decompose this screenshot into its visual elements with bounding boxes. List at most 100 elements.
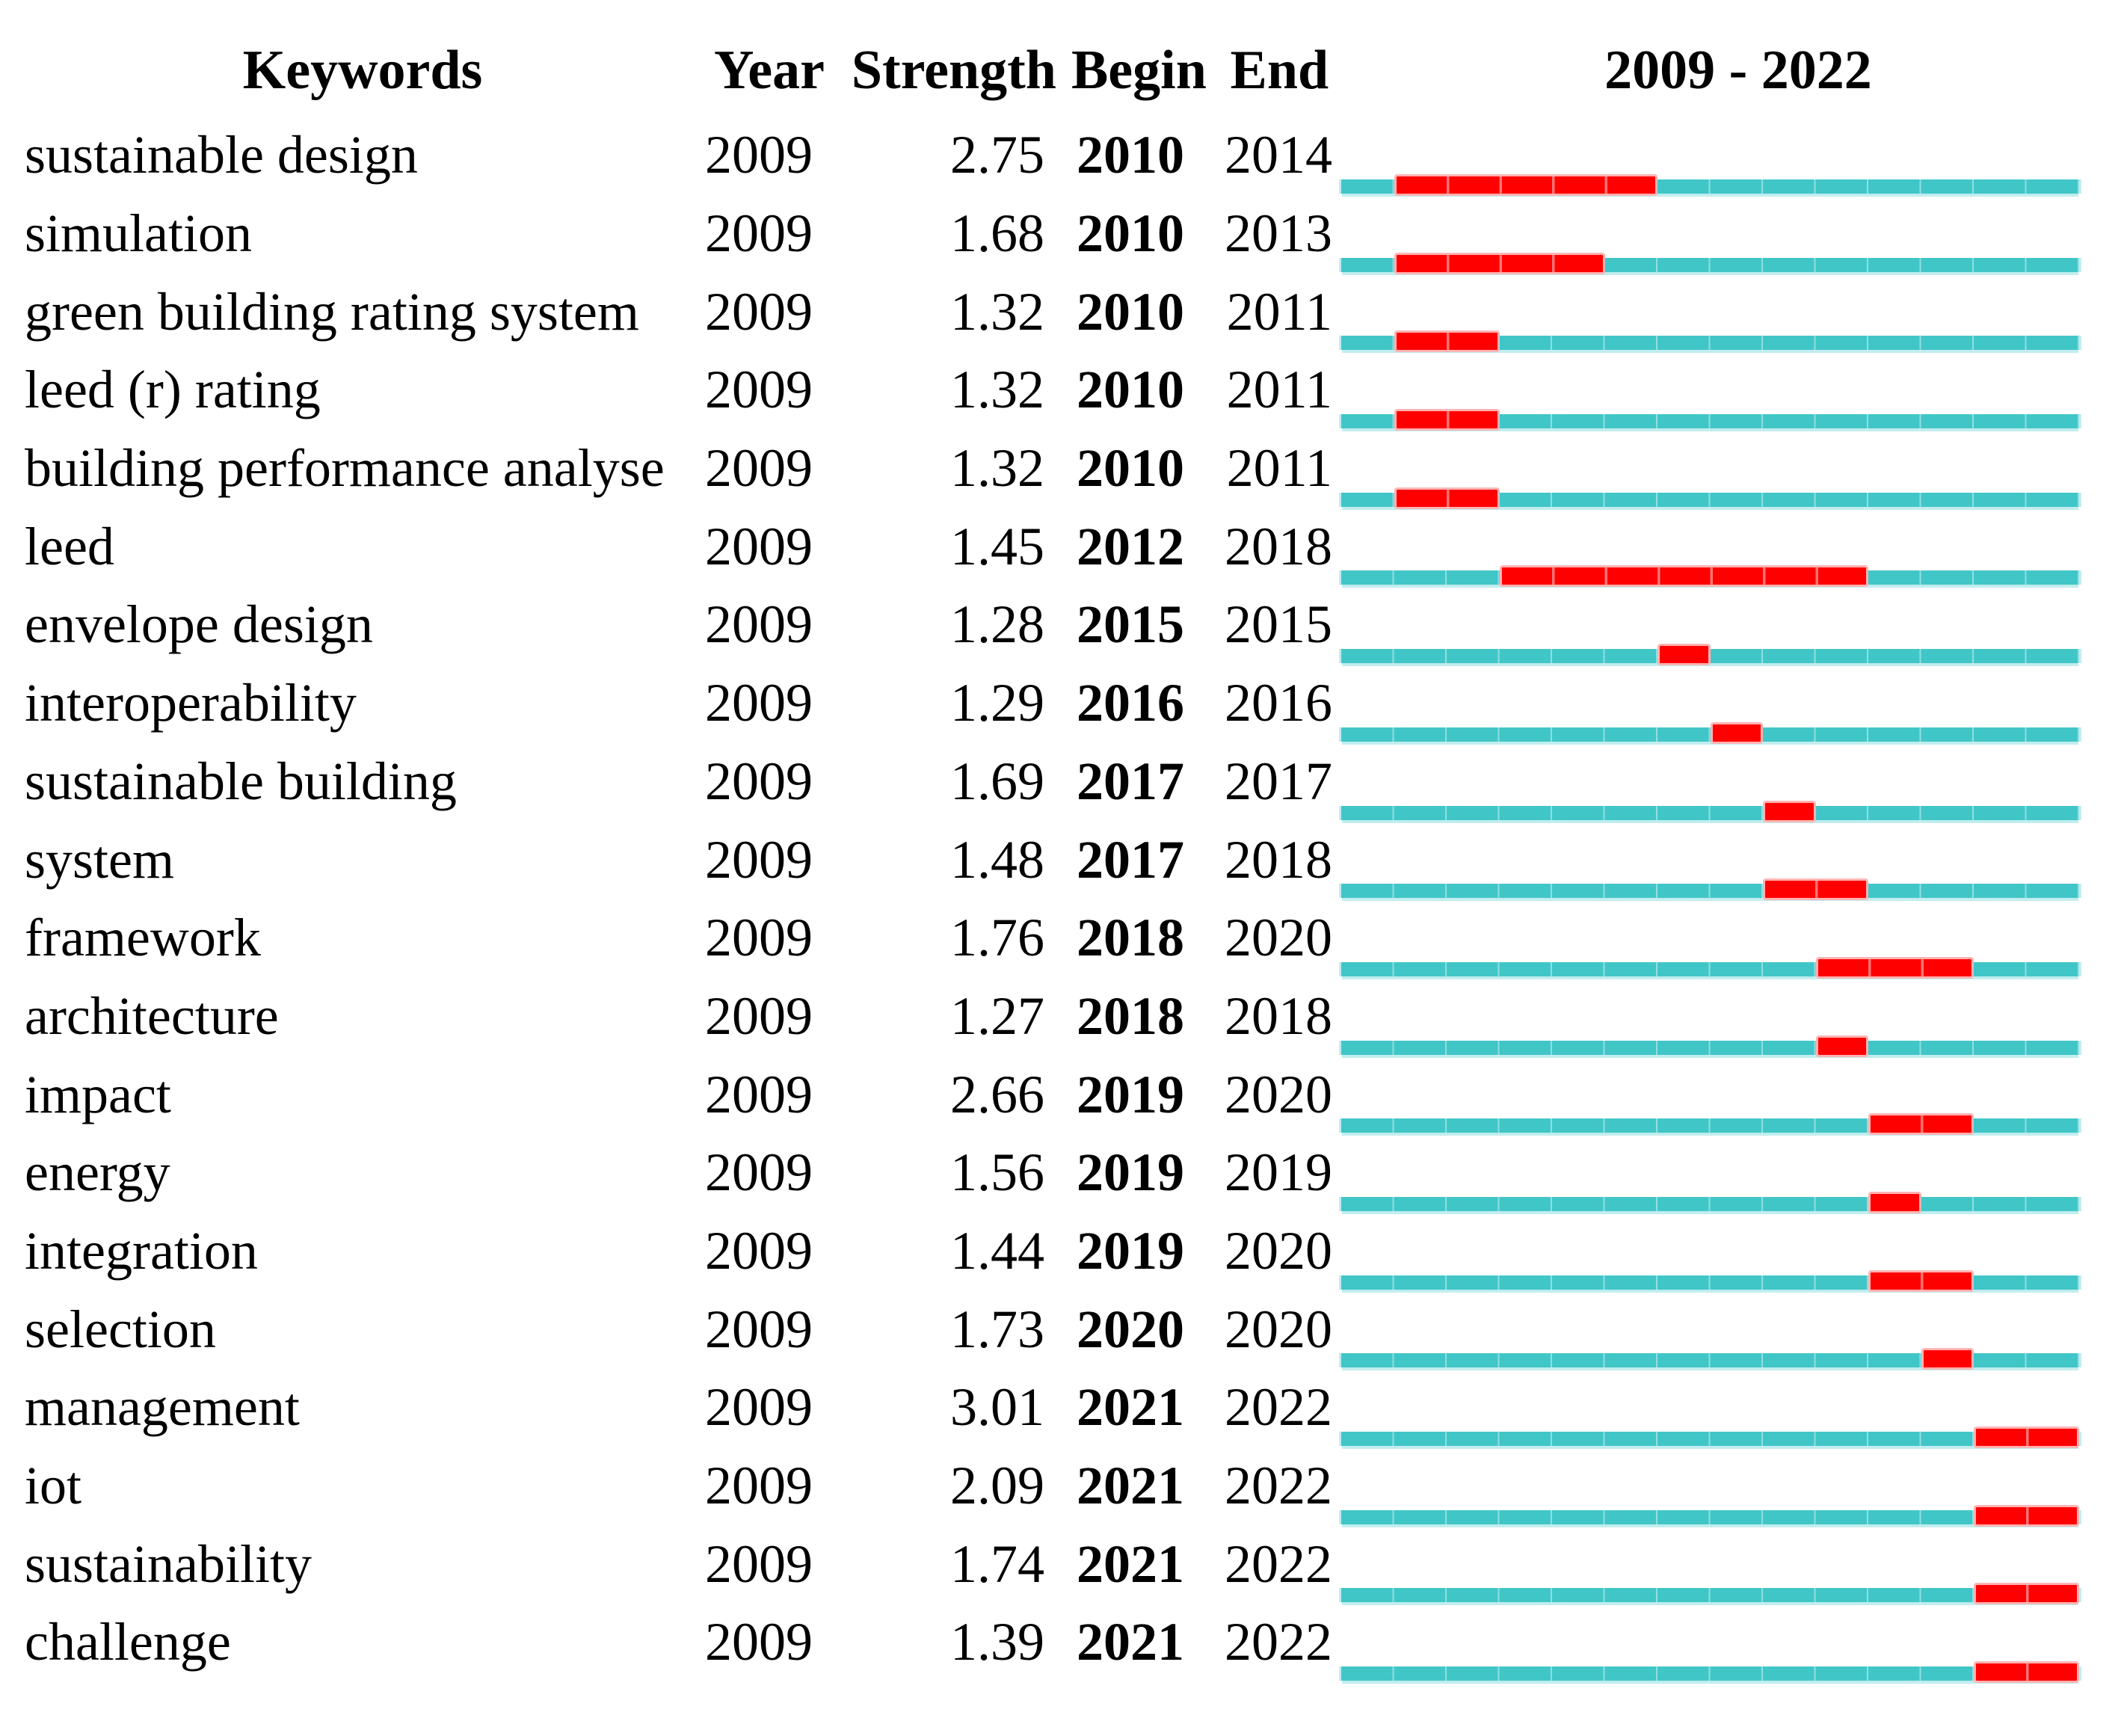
burst-segment	[1710, 721, 1763, 744]
timeline-cell	[1332, 1524, 2124, 1605]
strength-value: 1.73	[950, 1299, 1044, 1359]
begin-value: 2020	[1077, 1299, 1184, 1359]
year-value: 2009	[705, 281, 813, 342]
table-row: selection 2009 1.73 2020 2020	[0, 1290, 2124, 1370]
burst-segment	[1394, 252, 1605, 274]
burst-segment	[1974, 1426, 2079, 1448]
table-row: green building rating system 2009 1.32 2010…	[0, 272, 2124, 353]
begin-value: 2017	[1077, 829, 1184, 890]
burst-segment	[1763, 800, 1816, 822]
timeline-bar	[1341, 1269, 2079, 1292]
year-value: 2009	[705, 1299, 813, 1359]
year-value: 2009	[705, 829, 813, 890]
begin-value: 2016	[1077, 673, 1184, 733]
burst-segment	[1815, 956, 1974, 979]
timeline-cell	[1332, 742, 2124, 822]
timeline-cell	[1332, 977, 2124, 1057]
timeline-bar	[1341, 721, 2079, 744]
timeline-bar	[1341, 330, 2079, 353]
year-value: 2009	[705, 985, 813, 1046]
timeline-cell	[1332, 1447, 2124, 1527]
table-row: building performance analyse 2009 1.32 2010…	[0, 429, 2124, 509]
begin-value: 2018	[1077, 908, 1184, 968]
strength-value: 2.75	[950, 125, 1044, 185]
timeline-bar	[1341, 1426, 2079, 1448]
year-value: 2009	[705, 1612, 813, 1672]
burst-segment	[1921, 1348, 1974, 1370]
end-value: 2014	[1225, 125, 1332, 185]
burst-segment	[1868, 1113, 1974, 1136]
begin-value: 2019	[1077, 1220, 1184, 1281]
strength-value: 1.68	[950, 203, 1044, 264]
burst-segment	[1394, 174, 1657, 196]
year-value: 2009	[705, 516, 813, 576]
burst-segment	[1815, 1035, 1868, 1057]
end-value: 2018	[1225, 985, 1332, 1046]
end-value: 2022	[1225, 1377, 1332, 1438]
strength-value: 2.09	[950, 1456, 1044, 1516]
table-row: challenge 2009 1.39 2021 2022	[0, 1603, 2124, 1684]
burst-segment	[1974, 1583, 2079, 1605]
year-value: 2009	[705, 1142, 813, 1203]
timeline-cell	[1332, 1055, 2124, 1136]
timeline-cell	[1332, 194, 2124, 274]
strength-value: 1.69	[950, 751, 1044, 811]
table-row: leed 2009 1.45 2012 2018	[0, 507, 2124, 588]
strength-value: 1.56	[950, 1142, 1044, 1203]
begin-value: 2010	[1077, 203, 1184, 264]
timeline-bar	[1341, 1348, 2079, 1370]
table-row: integration 2009 1.44 2019 2020	[0, 1212, 2124, 1292]
timeline-cell	[1332, 116, 2124, 196]
year-value: 2009	[705, 908, 813, 968]
begin-value: 2021	[1077, 1377, 1184, 1438]
timeline-bar	[1341, 878, 2079, 901]
end-value: 2020	[1225, 1220, 1332, 1281]
burst-segment	[1868, 1191, 1921, 1213]
timeline-cell	[1332, 1133, 2124, 1213]
keyword-label: leed	[25, 516, 114, 576]
column-header-strength: Strength	[851, 40, 1056, 101]
keyword-label: challenge	[25, 1612, 231, 1672]
column-header-end: End	[1230, 40, 1329, 101]
timeline-cell	[1332, 272, 2124, 353]
keyword-label: sustainable design	[25, 125, 418, 185]
timeline-bar	[1341, 956, 2079, 979]
strength-value: 1.76	[950, 908, 1044, 968]
timeline-cell	[1332, 1290, 2124, 1370]
timeline-cell	[1332, 507, 2124, 588]
timeline-cell	[1332, 820, 2124, 901]
strength-value: 1.27	[950, 985, 1044, 1046]
keyword-label: simulation	[25, 203, 252, 264]
table-row: system 2009 1.48 2017 2018	[0, 820, 2124, 901]
keyword-label: sustainability	[25, 1533, 312, 1594]
keyword-label: management	[25, 1377, 300, 1438]
end-value: 2011	[1226, 360, 1332, 420]
year-value: 2009	[705, 594, 813, 655]
year-value: 2009	[705, 1220, 813, 1281]
keyword-label: leed (r) rating	[25, 360, 321, 420]
strength-value: 1.45	[950, 516, 1044, 576]
begin-value: 2017	[1077, 751, 1184, 811]
strength-value: 2.66	[950, 1064, 1044, 1124]
burst-segment	[1763, 878, 1868, 901]
timeline-cell	[1332, 899, 2124, 979]
strength-value: 1.32	[950, 281, 1044, 342]
end-value: 2011	[1226, 281, 1332, 342]
column-header-keywords: Keywords	[242, 40, 483, 101]
begin-value: 2019	[1077, 1142, 1184, 1203]
keyword-label: impact	[25, 1064, 171, 1124]
timeline-bar	[1341, 644, 2079, 666]
year-value: 2009	[705, 203, 813, 264]
year-value: 2009	[705, 1456, 813, 1516]
table-row: sustainable building 2009 1.69 2017 2017	[0, 742, 2124, 822]
year-value: 2009	[705, 1533, 813, 1594]
begin-value: 2010	[1077, 281, 1184, 342]
end-value: 2020	[1225, 1064, 1332, 1124]
column-header-year: Year	[714, 40, 825, 101]
begin-value: 2012	[1077, 516, 1184, 576]
keyword-label: envelope design	[25, 594, 373, 655]
end-value: 2022	[1225, 1533, 1332, 1594]
end-value: 2011	[1226, 438, 1332, 499]
timeline-cell	[1332, 1212, 2124, 1292]
